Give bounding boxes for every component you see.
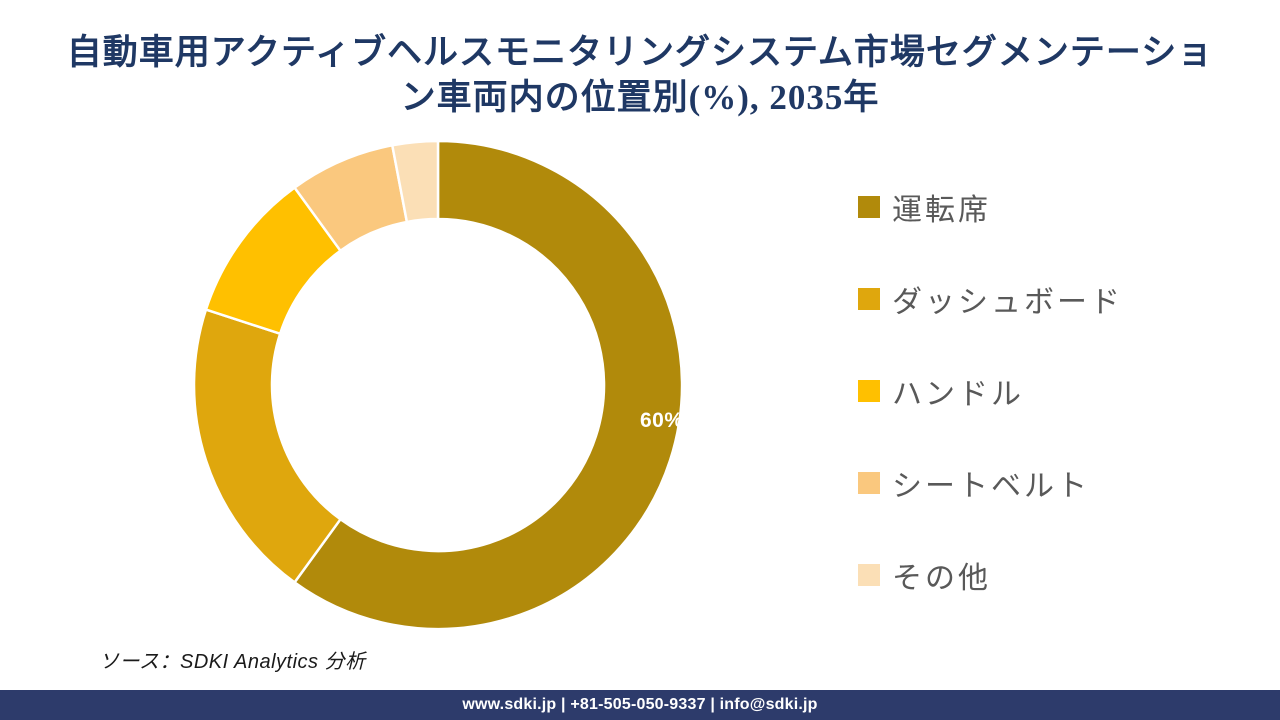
legend-label-seat-belt: シートベルト [892, 470, 1090, 503]
donut-segment-dashboard [192, 308, 342, 584]
chart-title-line2: ン車両内の位置別(%), 2035年 [400, 78, 880, 117]
chart-title: 自動車用アクティブヘルスモニタリングシステム市場セグメンテーショ ン車両内の位置別… [30, 30, 1250, 120]
footer-contact-text: www.sdki.jp | +81-505-050-9337 | info@sd… [462, 696, 818, 713]
legend-item-seat-belt: シートベルト [858, 468, 1123, 503]
legend-item-steering-wheel: ハンドル [858, 376, 1123, 411]
slice-data-label: 60% [640, 409, 684, 432]
source-note: ソース：SDKI Analytics 分析 [99, 651, 366, 673]
legend-label-others: その他 [892, 562, 991, 595]
legend-marker-seat-belt-icon [858, 472, 880, 494]
donut-chart-svg [192, 139, 684, 631]
legend-marker-others-icon [858, 564, 880, 586]
legend-item-dashboard: ダッシュボード [858, 284, 1123, 319]
legend-item-driver-seat: 運転席 [858, 192, 1123, 227]
donut-chart [188, 135, 688, 635]
legend-label-steering-wheel: ハンドル [892, 378, 1024, 411]
footer-bar: www.sdki.jp | +81-505-050-9337 | info@sd… [0, 690, 1280, 720]
legend-label-dashboard: ダッシュボード [892, 286, 1123, 319]
donut-segment-driver-seat [293, 139, 684, 631]
legend: 運転席 ダッシュボード ハンドル シートベルト その他 [858, 192, 1123, 652]
donut-segment-others [391, 139, 440, 224]
chart-title-line1: 自動車用アクティブヘルスモニタリングシステム市場セグメンテーショ [66, 33, 1214, 72]
legend-label-driver-seat: 運転席 [892, 194, 991, 227]
legend-marker-dashboard-icon [858, 288, 880, 310]
legend-marker-driver-seat-icon [858, 196, 880, 218]
legend-item-others: その他 [858, 560, 1123, 595]
legend-marker-steering-wheel-icon [858, 380, 880, 402]
